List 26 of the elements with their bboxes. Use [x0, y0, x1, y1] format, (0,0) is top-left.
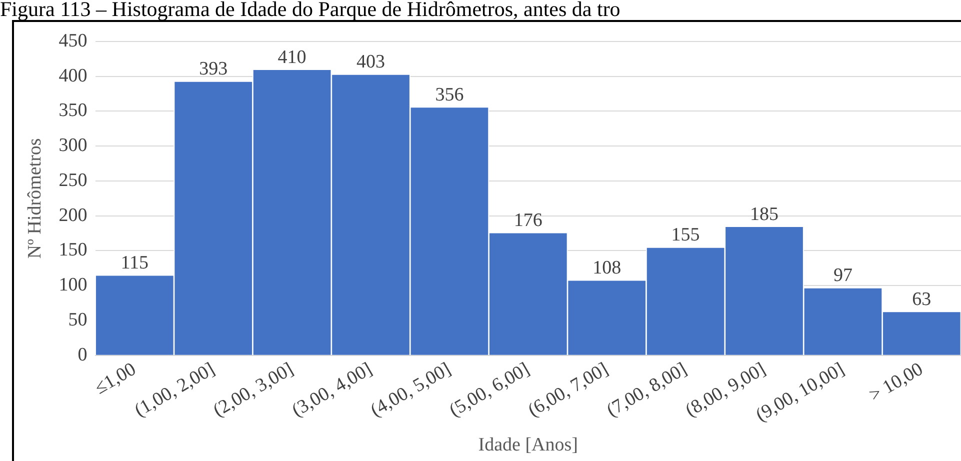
- y-tick-label: 450: [58, 30, 88, 52]
- data-label: 176: [514, 210, 542, 232]
- data-label: 185: [750, 204, 778, 225]
- y-tick-label: 200: [58, 204, 88, 226]
- y-tick-label: 300: [58, 135, 88, 156]
- data-label: 63: [912, 288, 932, 310]
- data-label: 108: [592, 258, 622, 279]
- data-label: 155: [671, 224, 700, 246]
- data-label: 97: [833, 265, 852, 286]
- y-tick-label: 100: [58, 274, 88, 296]
- chart-title: Figura 113 – Histograma de Idade do Parque de Hidrômetros, antes da tro: [0, 0, 622, 21]
- data-label: 356: [435, 84, 464, 106]
- y-tick-label: 0: [78, 344, 88, 366]
- y-axis-title: Nº Hidrômetros: [24, 138, 46, 259]
- y-tick-label: 150: [58, 240, 88, 261]
- data-label: 115: [120, 252, 149, 274]
- y-tick-label: 400: [58, 65, 88, 86]
- x-tick-label: > 10,00: [866, 358, 927, 406]
- data-label: 410: [278, 46, 306, 68]
- y-tick-label: 350: [58, 100, 88, 122]
- x-axis-title: Idade [Anos]: [478, 434, 578, 456]
- data-label: 393: [199, 58, 228, 80]
- data-label: 403: [356, 52, 385, 73]
- y-tick-label: 250: [58, 170, 88, 191]
- x-tick-label: ≤1,00: [91, 358, 140, 399]
- y-tick-label: 50: [68, 309, 88, 330]
